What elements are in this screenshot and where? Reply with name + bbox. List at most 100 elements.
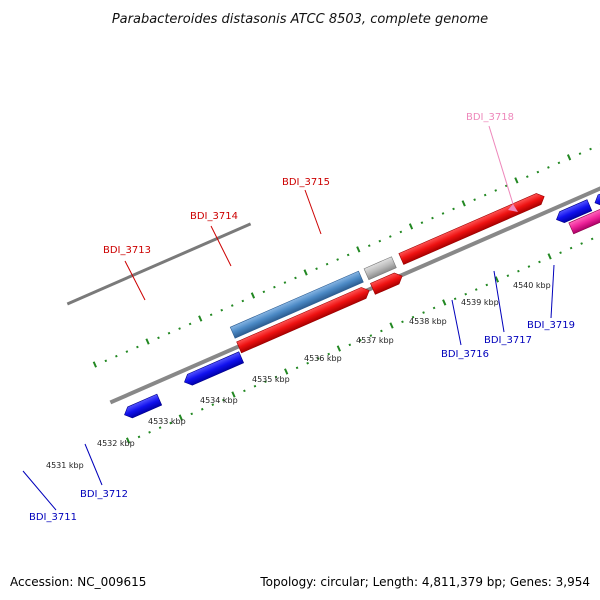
scale-dot	[411, 315, 415, 319]
scale-dot	[283, 281, 287, 284]
scale-dot	[389, 235, 392, 238]
scale-dot	[125, 437, 131, 444]
scale-label: 4532 kbp	[97, 439, 135, 448]
scale-dot	[420, 221, 424, 225]
scale-dot	[104, 359, 108, 363]
scale-dot	[589, 147, 592, 151]
scale-dot	[441, 212, 445, 215]
scale-dot	[453, 297, 457, 301]
label-bdi-3714[interactable]: BDI_3714	[190, 211, 238, 222]
gene-bdi-3714-b[interactable]	[370, 271, 404, 295]
scale-dot	[473, 198, 476, 201]
scale-dot	[399, 230, 403, 234]
leader-bdi-3716	[451, 299, 462, 346]
scale-dot	[136, 345, 139, 349]
scale-dot	[431, 216, 434, 220]
scale-dot	[315, 267, 318, 271]
leader-bdi-3714	[210, 225, 232, 267]
scale-dot	[274, 375, 278, 379]
scale-dot	[538, 260, 541, 264]
gene-bdi-3717-a[interactable]	[593, 173, 600, 208]
label-bdi-3713[interactable]: BDI_3713	[103, 245, 151, 256]
scale-dot	[284, 368, 289, 375]
scale-dot	[590, 237, 594, 241]
label-bdi-3718[interactable]: BDI_3718	[466, 112, 514, 123]
scale-dot	[346, 253, 350, 257]
gene-bdi-3716-a[interactable]	[554, 199, 593, 225]
scale-dot	[230, 304, 234, 307]
gene-bdi-3714-a[interactable]	[363, 256, 397, 281]
scale-dot	[464, 292, 468, 296]
scale-dot	[526, 175, 529, 178]
leader-bdi-3718-arrow	[508, 204, 518, 212]
scale-dot	[253, 384, 257, 388]
gene-bdi-3715[interactable]	[398, 191, 547, 265]
label-bdi-3711[interactable]: BDI_3711	[29, 512, 77, 523]
scale-dot	[369, 334, 373, 337]
scale-dot	[442, 299, 447, 306]
scale-dot	[580, 242, 583, 245]
scale-dot	[125, 350, 129, 353]
scale-dot	[359, 338, 362, 342]
scale-dot	[547, 166, 550, 169]
leader-bdi-3717	[493, 270, 505, 333]
scale-dots-outer	[92, 143, 600, 368]
gene-leader-lines	[22, 125, 555, 511]
label-bdi-3716[interactable]: BDI_3716	[441, 349, 489, 360]
scale-dot	[316, 357, 320, 360]
scale-dot	[461, 200, 466, 207]
accession-text: Accession: NC_009615	[10, 575, 146, 589]
scale-dot	[327, 352, 331, 356]
scale-dot	[557, 161, 561, 165]
scale-dot	[115, 354, 118, 358]
scale-dot	[198, 315, 203, 322]
scale-label: 4533 kbp	[148, 417, 186, 426]
scale-labels: 4531 kbp 4532 kbp 4533 kbp 4534 kbp 4535…	[46, 281, 551, 470]
scale-dot	[231, 391, 236, 398]
scale-dot	[494, 189, 498, 192]
topology-text: Topology: circular; Length: 4,811,379 bp…	[259, 575, 590, 589]
scale-dot	[92, 361, 97, 368]
gene-bdi-3712[interactable]	[182, 351, 245, 388]
scale-dot	[222, 398, 225, 402]
scale-label: 4537 kbp	[356, 336, 394, 345]
scale-label: 4540 kbp	[513, 281, 551, 290]
leader-bdi-3712	[84, 443, 103, 486]
scale-dot	[250, 292, 256, 299]
scale-dot	[336, 258, 339, 261]
gene-bdi-3713-b[interactable]	[236, 285, 372, 354]
scale-dot	[157, 336, 160, 340]
map-title: Parabacteroides distasonis ATCC 8503, co…	[112, 12, 488, 27]
leader-bdi-3711	[22, 470, 57, 511]
scale-dot	[474, 288, 478, 291]
gene-bdi-3711[interactable]	[122, 393, 163, 420]
scale-dot	[167, 331, 171, 335]
scale-dot	[137, 435, 141, 439]
label-bdi-3717[interactable]: BDI_3717	[484, 335, 532, 346]
genome-backbone-top	[66, 222, 252, 306]
scale-dot	[494, 276, 500, 283]
scale-dot	[569, 246, 573, 250]
scale-dot	[264, 380, 267, 383]
scale-dot	[148, 430, 151, 434]
scale-dot	[348, 343, 352, 347]
scale-dot	[178, 414, 183, 421]
label-bdi-3715[interactable]: BDI_3715	[282, 177, 330, 188]
scale-label: 4534 kbp	[200, 396, 238, 405]
scale-dot	[178, 327, 181, 330]
label-bdi-3719[interactable]: BDI_3719	[527, 320, 575, 331]
label-bdi-3712[interactable]: BDI_3712	[80, 489, 128, 500]
scale-dot	[294, 276, 297, 280]
scale-label: 4538 kbp	[409, 317, 447, 326]
gene-bdi-3716-b[interactable]	[568, 207, 600, 235]
leader-bdi-3718	[488, 125, 514, 205]
scale-label: 4535 kbp	[252, 375, 290, 384]
scale-dot	[295, 366, 299, 370]
gene-bdi-3713-a[interactable]	[229, 270, 364, 339]
scale-dot	[200, 407, 204, 411]
scale-dot	[452, 207, 455, 211]
scale-dot	[547, 253, 552, 260]
scale-dot	[517, 269, 520, 273]
scale-dot	[578, 152, 582, 155]
